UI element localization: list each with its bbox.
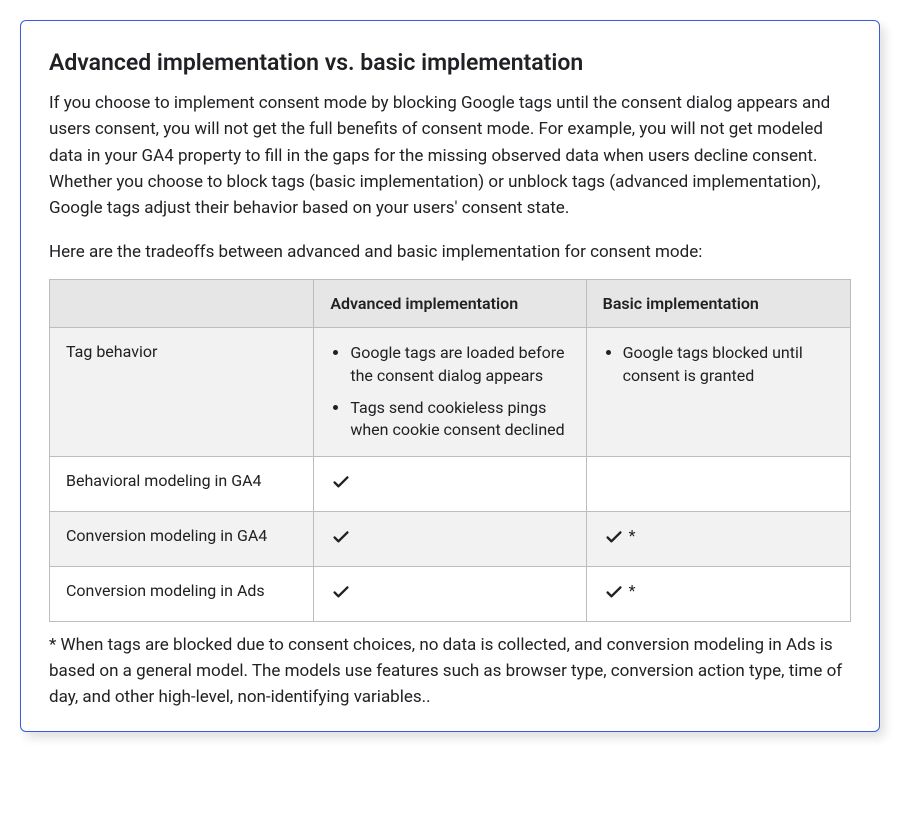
cell-list: Google tags blocked until consent is gra… — [603, 342, 834, 387]
card-paragraph: If you choose to implement consent mode … — [49, 90, 851, 222]
table-row-label: Behavioral modeling in GA4 — [50, 456, 314, 511]
table-row-label: Conversion modeling in GA4 — [50, 511, 314, 566]
card-footnote: * When tags are blocked due to consent c… — [49, 632, 851, 711]
check-icon — [330, 471, 352, 493]
footnote-marker: * — [629, 526, 636, 545]
table-header-advanced: Advanced implementation — [314, 280, 586, 328]
table-cell-list: Google tags are loaded before the consen… — [314, 328, 586, 457]
table-body: Tag behavior Google tags are loaded befor… — [50, 328, 851, 622]
check-wrap — [330, 526, 352, 548]
card-heading: Advanced implementation vs. basic implem… — [49, 49, 851, 76]
table-cell-check: * — [586, 566, 850, 621]
table-cell-check: * — [586, 511, 850, 566]
check-wrap — [330, 471, 352, 493]
table-row: Conversion modeling in GA4 * — [50, 511, 851, 566]
table-header-basic: Basic implementation — [586, 280, 850, 328]
table-header-blank — [50, 280, 314, 328]
table-row-label: Conversion modeling in Ads — [50, 566, 314, 621]
table-cell-list: Google tags blocked until consent is gra… — [586, 328, 850, 457]
table-cell-check — [314, 511, 586, 566]
table-cell-empty — [586, 456, 850, 511]
check-wrap: * — [603, 526, 636, 548]
table-row: Behavioral modeling in GA4 — [50, 456, 851, 511]
card-lead-in: Here are the tradeoffs between advanced … — [49, 240, 851, 266]
table-cell-check — [314, 456, 586, 511]
check-icon — [603, 526, 625, 548]
cell-list: Google tags are loaded before the consen… — [330, 342, 569, 442]
table-row: Tag behavior Google tags are loaded befor… — [50, 328, 851, 457]
info-card: Advanced implementation vs. basic implem… — [20, 20, 880, 732]
check-icon — [330, 526, 352, 548]
table-cell-check — [314, 566, 586, 621]
table-row-label: Tag behavior — [50, 328, 314, 457]
footnote-marker: * — [629, 581, 636, 600]
cell-list-item: Google tags are loaded before the consen… — [350, 342, 569, 387]
check-icon — [603, 581, 625, 603]
cell-list-item: Google tags blocked until consent is gra… — [623, 342, 834, 387]
check-wrap: * — [603, 581, 636, 603]
check-wrap — [330, 581, 352, 603]
table-header-row: Advanced implementation Basic implementa… — [50, 280, 851, 328]
table-row: Conversion modeling in Ads * — [50, 566, 851, 621]
cell-list-item: Tags send cookieless pings when cookie c… — [350, 397, 569, 442]
check-icon — [330, 581, 352, 603]
comparison-table: Advanced implementation Basic implementa… — [49, 279, 851, 622]
